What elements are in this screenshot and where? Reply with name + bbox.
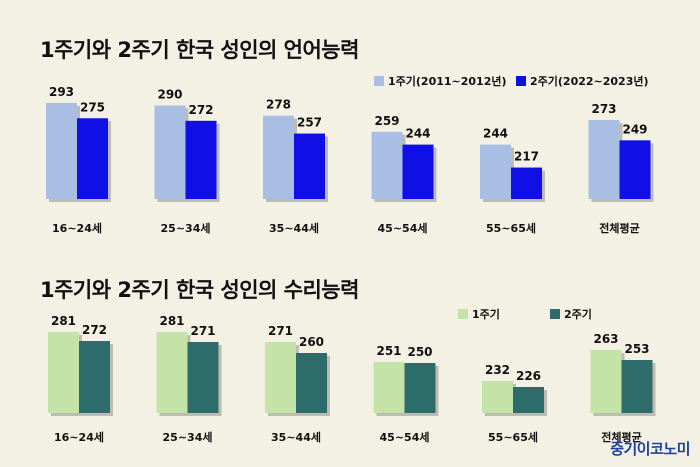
literacy-value-label: 293 xyxy=(49,85,74,99)
numeracy-bar-2-5 xyxy=(513,387,544,413)
numeracy-bar-1-2 xyxy=(156,332,188,413)
literacy-category-label: 35~44세 xyxy=(269,221,319,235)
literacy-value-label: 249 xyxy=(622,122,647,136)
literacy-legend-label-2: 2주기(2022~2023년) xyxy=(530,74,649,88)
numeracy-value-label: 260 xyxy=(299,335,324,349)
literacy-category-label: 45~54세 xyxy=(378,221,428,235)
literacy-value-label: 290 xyxy=(157,88,182,102)
numeracy-bar-1-3 xyxy=(265,342,296,413)
literacy-bar-1-6 xyxy=(588,119,620,199)
literacy-bar-2-3 xyxy=(294,133,325,199)
literacy-value-label: 257 xyxy=(297,116,322,130)
numeracy-value-label: 271 xyxy=(190,324,215,338)
literacy-value-label: 278 xyxy=(266,98,291,112)
literacy-bar-2-4 xyxy=(402,144,434,199)
literacy-value-label: 259 xyxy=(374,114,399,128)
literacy-bar-1-4 xyxy=(371,131,403,199)
numeracy-bar-2-4 xyxy=(404,363,436,413)
numeracy-category-label: 45~54세 xyxy=(380,430,430,444)
literacy-bar-2-5 xyxy=(511,167,542,199)
numeracy-legend-swatch-2 xyxy=(550,309,560,319)
numeracy-bar-2-3 xyxy=(296,353,327,413)
literacy-value-label: 244 xyxy=(483,127,508,141)
numeracy-category-label: 16~24세 xyxy=(54,430,104,444)
literacy-bar-2-1 xyxy=(77,118,108,199)
literacy-value-label: 273 xyxy=(591,102,616,116)
chart-title-numeracy: 1주기와 2주기 한국 성인의 수리능력 xyxy=(40,278,359,302)
numeracy-value-label: 281 xyxy=(159,314,184,328)
numeracy-bar-1-6 xyxy=(590,350,622,413)
chart-title-literacy: 1주기와 2주기 한국 성인의 언어능력 xyxy=(40,38,359,62)
literacy-value-label: 217 xyxy=(514,150,539,164)
numeracy-legend-label-2: 2주기 xyxy=(564,307,592,321)
numeracy-value-label: 263 xyxy=(593,332,618,346)
numeracy-category-label: 25~34세 xyxy=(163,430,213,444)
literacy-value-label: 244 xyxy=(405,127,430,141)
literacy-category-label: 25~34세 xyxy=(161,221,211,235)
numeracy-legend-label-1: 1주기 xyxy=(472,307,500,321)
numeracy-bar-2-6 xyxy=(621,360,653,413)
numeracy-legend-swatch-1 xyxy=(458,309,468,319)
literacy-bar-1-3 xyxy=(263,115,294,199)
literacy-bar-1-2 xyxy=(154,105,186,199)
numeracy-bar-2-1 xyxy=(79,341,110,413)
literacy-value-label: 272 xyxy=(188,103,213,117)
numeracy-value-label: 281 xyxy=(51,314,76,328)
numeracy-category-label: 전체평균 xyxy=(601,430,641,444)
literacy-legend-label-1: 1주기(2011~2012년) xyxy=(388,74,507,88)
literacy-legend-swatch-2 xyxy=(516,76,526,86)
numeracy-value-label: 253 xyxy=(624,342,649,356)
literacy-legend-swatch-1 xyxy=(374,76,384,86)
literacy-category-label: 16~24세 xyxy=(52,221,102,235)
literacy-category-label: 55~65세 xyxy=(486,221,536,235)
numeracy-bar-1-4 xyxy=(373,362,405,413)
numeracy-value-label: 272 xyxy=(82,323,107,337)
numeracy-bar-1-1 xyxy=(48,332,79,413)
literacy-value-label: 275 xyxy=(80,100,105,114)
literacy-bar-chart: 293 275 16~24세 290 272 25~34세 278 257 35~44세 259 2… xyxy=(46,74,654,235)
numeracy-category-label: 35~44세 xyxy=(271,430,321,444)
numeracy-value-label: 226 xyxy=(516,369,541,383)
literacy-bar-2-2 xyxy=(185,120,217,199)
literacy-category-label: 전체평균 xyxy=(599,221,639,235)
numeracy-value-label: 232 xyxy=(485,363,510,377)
numeracy-bar-1-5 xyxy=(482,381,513,413)
numeracy-bar-2-2 xyxy=(187,342,219,413)
literacy-bar-1-5 xyxy=(480,144,511,199)
literacy-bar-1-1 xyxy=(46,102,77,199)
numeracy-category-label: 55~65세 xyxy=(488,430,538,444)
publisher-watermark: 중기이코노미 xyxy=(610,440,690,458)
literacy-bar-2-6 xyxy=(619,140,651,199)
numeracy-value-label: 251 xyxy=(376,344,401,358)
numeracy-value-label: 271 xyxy=(268,324,293,338)
numeracy-value-label: 250 xyxy=(407,345,432,359)
